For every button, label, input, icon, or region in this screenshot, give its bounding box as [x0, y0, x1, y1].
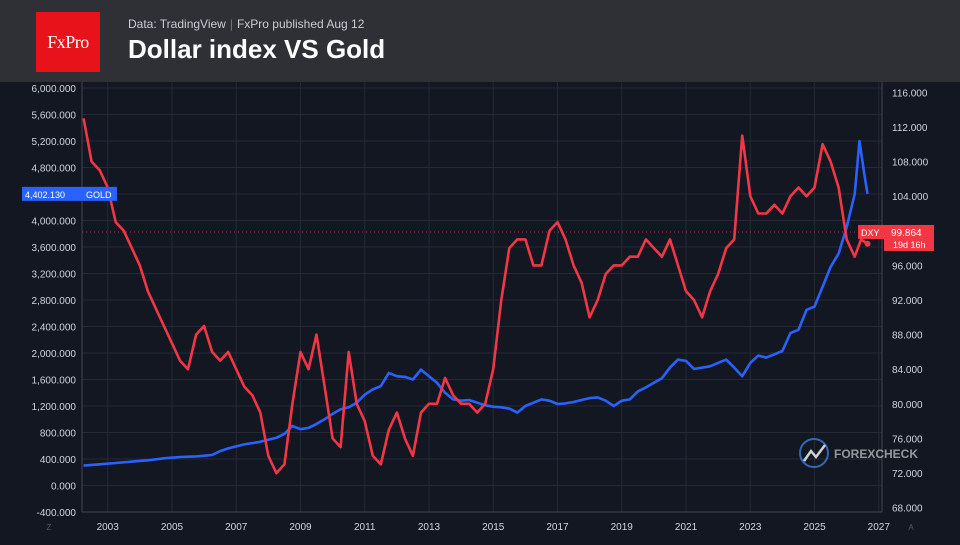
x-axis-tick-label: 2021	[675, 522, 698, 533]
right-axis-tick-label: 80.000	[892, 400, 923, 411]
left-axis-tick-label: 4,000.000	[32, 217, 77, 228]
forexcheck-logo-icon	[799, 438, 829, 468]
dxy-countdown: 19d 16h	[893, 240, 926, 250]
x-axis-tick-label: 2003	[97, 522, 120, 533]
right-axis-tick-label: 112.000	[892, 123, 928, 134]
gold-price-tag-value: 4,402.130	[25, 190, 65, 200]
x-axis-tick-label: 2005	[161, 522, 184, 533]
x-axis-tick-label: 2025	[803, 522, 826, 533]
data-source-text: Data: TradingView	[128, 17, 226, 31]
chart-source-line: Data: TradingView | FxPro published Aug 12	[128, 17, 364, 31]
header-bar: FxPro Data: TradingView | FxPro published …	[0, 0, 960, 82]
left-axis-tick-label: 2,800.000	[32, 296, 77, 307]
fxpro-logo[interactable]: FxPro	[36, 12, 100, 72]
left-axis-tick-label: 2,400.000	[32, 323, 77, 334]
x-axis-tick-label: 2013	[418, 522, 441, 533]
dxy-last-point	[864, 240, 871, 247]
series-line-gold	[83, 139, 869, 467]
corner-label-right: A	[908, 523, 914, 532]
left-axis-tick-label: 4,800.000	[32, 164, 77, 175]
right-axis-tick-label: 88.000	[892, 331, 923, 342]
x-axis-tick-label: 2019	[611, 522, 634, 533]
separator: |	[229, 17, 233, 31]
right-axis-tick-label: 108.000	[892, 158, 929, 169]
page-title: Dollar index VS Gold	[128, 34, 386, 64]
x-axis-tick-label: 2023	[739, 522, 762, 533]
left-axis-tick-label: 3,200.000	[32, 270, 77, 281]
x-axis-tick-label: 2017	[546, 522, 569, 533]
chart-svg[interactable]: -400.000 0.000 400.000 800.000 1,200.000 1,60…	[0, 82, 960, 540]
left-axis-tick-label: 2,000.000	[32, 349, 77, 360]
left-axis-tick-label: 6,000.000	[32, 84, 77, 95]
x-axis-tick-label: 2007	[225, 522, 248, 533]
gold-price-tag-name: GOLD	[86, 190, 112, 200]
left-axis-tick-label: 5,200.000	[32, 137, 77, 148]
left-axis-tick-label: 5,600.000	[32, 111, 77, 122]
right-axis-tick-label: 96.000	[892, 261, 923, 272]
series-line-dxy	[82, 118, 869, 475]
x-axis-tick-label: 2027	[868, 522, 891, 533]
right-axis-tick-label: 84.000	[892, 365, 923, 376]
published-text: FxPro published Aug 12	[236, 17, 365, 31]
left-axis-tick-label: -400.000	[37, 508, 77, 519]
plot-background	[82, 82, 882, 512]
watermark-text: FOREXCHECK	[834, 447, 918, 461]
left-axis-tick-label: 1,200.000	[32, 402, 77, 413]
x-axis-tick-label: 2015	[482, 522, 505, 533]
x-axis-tick-label: 2011	[354, 522, 376, 533]
left-axis-tick-label: 800.000	[40, 429, 77, 440]
left-axis-tick-label: 1,600.000	[32, 376, 77, 387]
right-axis-tick-label: 92.000	[892, 296, 923, 307]
dxy-name-tag	[858, 224, 884, 239]
dxy-price-tag-value: 99.864	[891, 228, 922, 239]
forexcheck-arrow-icon	[802, 444, 826, 462]
chart-area[interactable]: -400.000 0.000 400.000 800.000 1,200.000 1,60…	[0, 82, 960, 540]
right-axis-tick-label: 68.000	[892, 504, 923, 515]
right-axis-tick-label: 116.000	[892, 88, 928, 99]
right-axis-tick-label: 72.000	[892, 469, 923, 480]
dxy-price-tag	[884, 224, 934, 251]
right-axis-tick-label: 76.000	[892, 434, 923, 445]
dxy-name-tag-text: DXY	[861, 228, 880, 238]
left-axis-tick-label: 0.000	[51, 482, 76, 493]
x-axis-tick-label: 2009	[289, 522, 312, 533]
corner-label-left: Z	[47, 523, 52, 532]
left-axis-tick-label: 3,600.000	[32, 243, 77, 254]
left-axis-tick-label: 400.000	[40, 455, 77, 466]
right-axis-tick-label: 104.000	[892, 192, 929, 203]
gold-price-tag	[22, 186, 117, 201]
